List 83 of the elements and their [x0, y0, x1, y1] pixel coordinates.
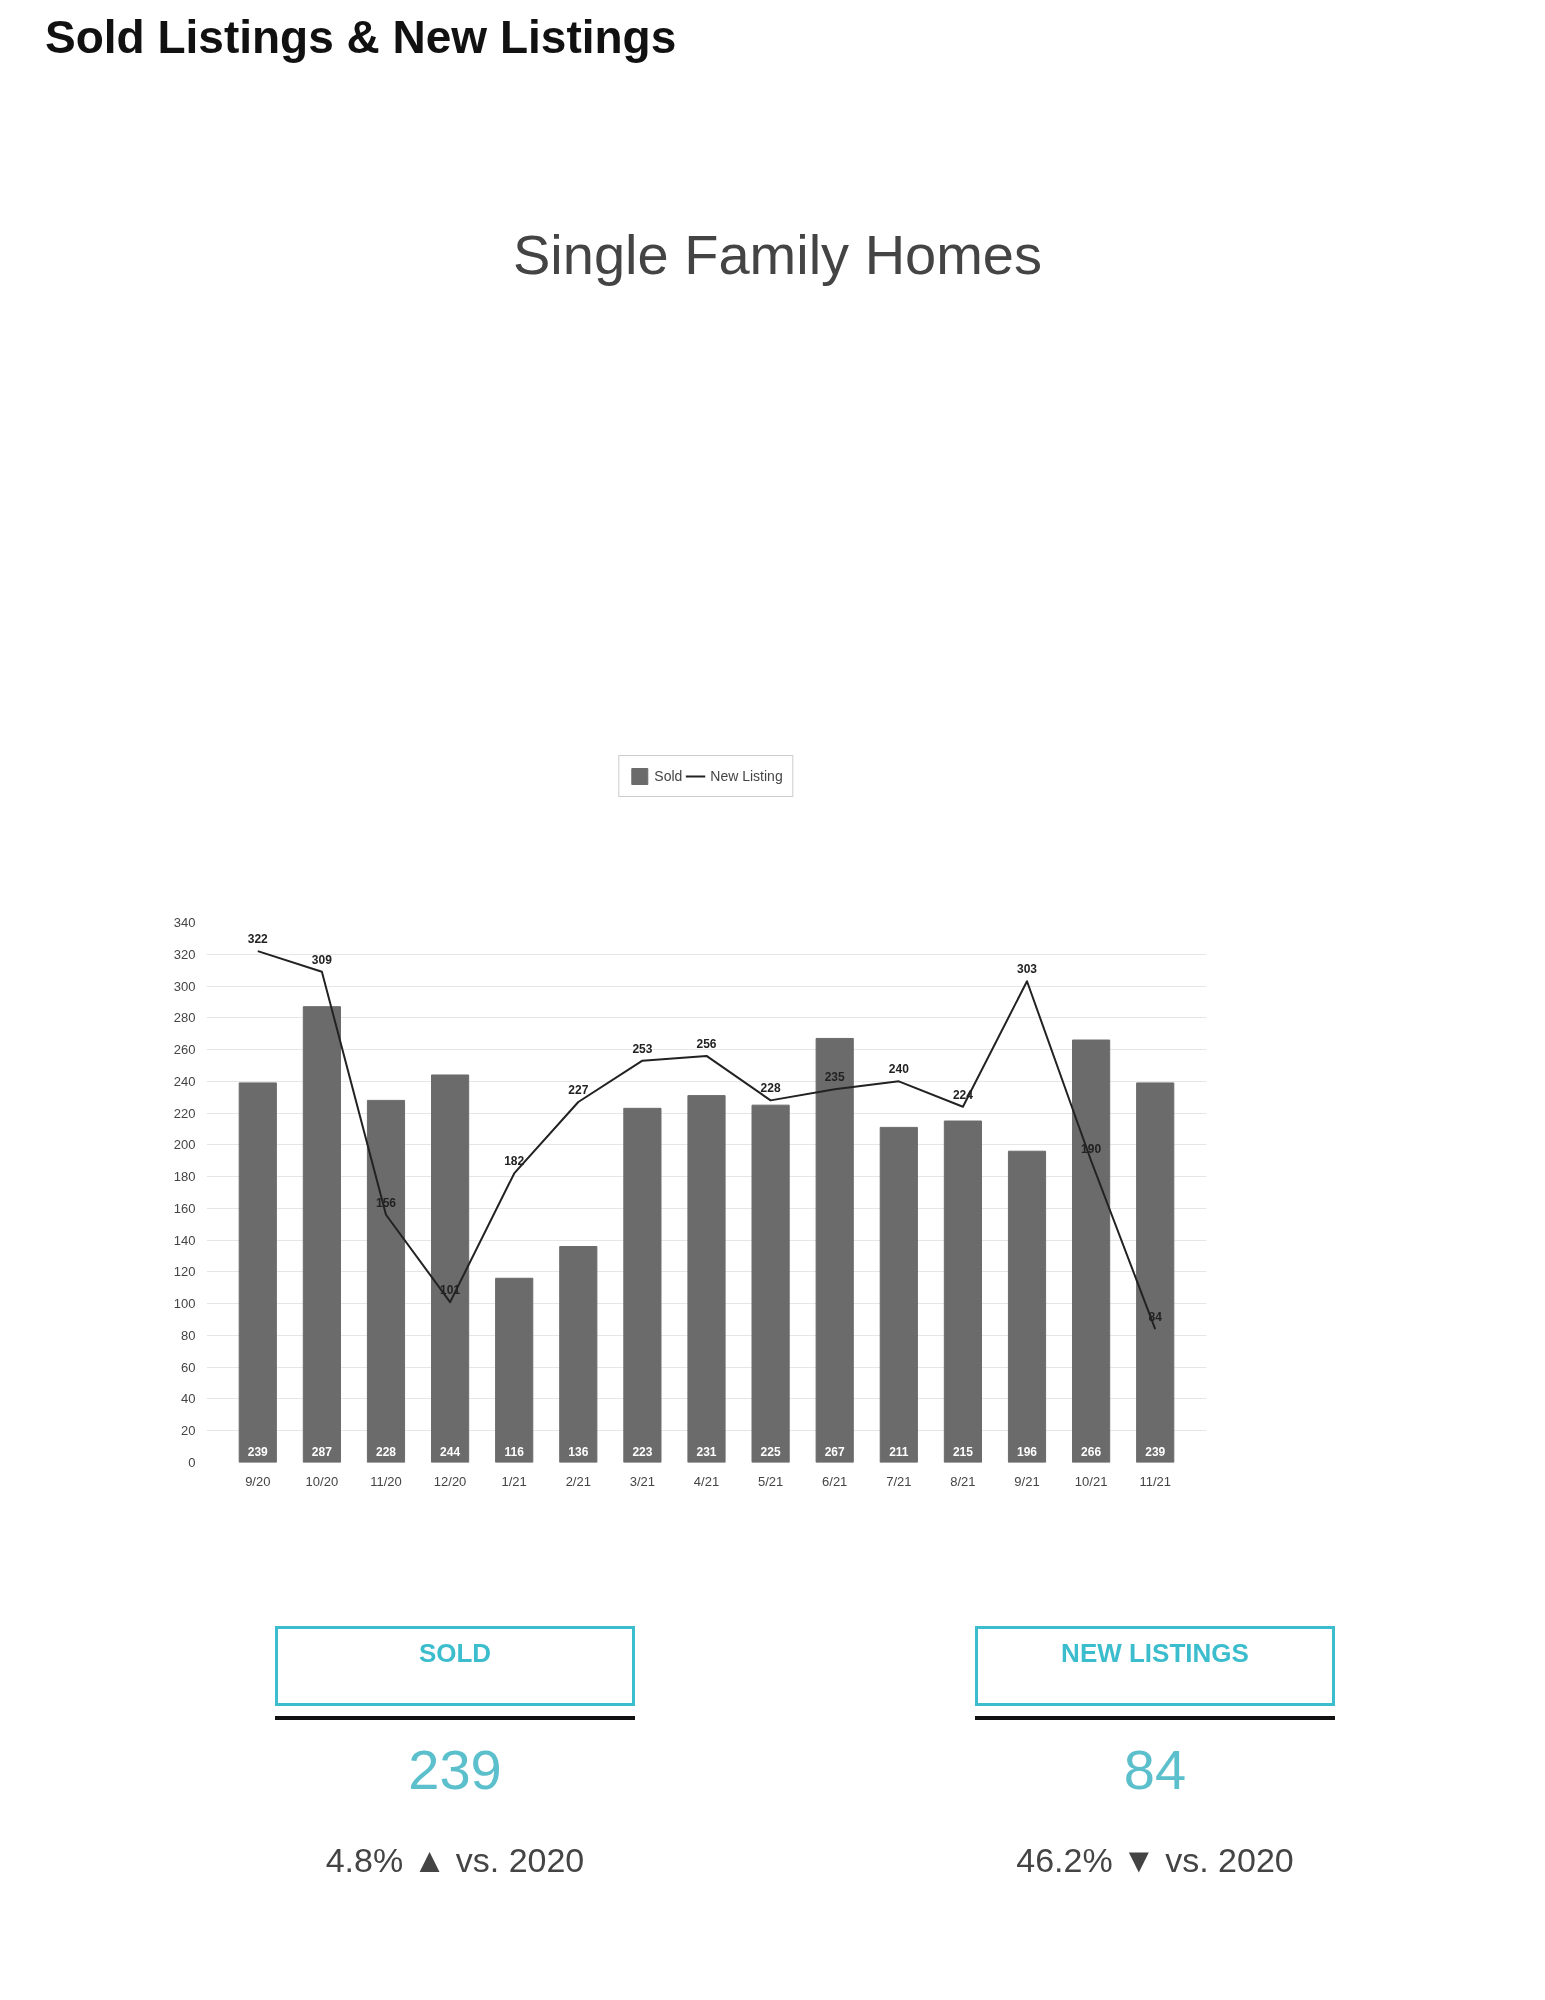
data-label: 225 — [760, 1445, 781, 1460]
bar — [815, 1037, 854, 1463]
x-tick-label: 1/21 — [501, 1473, 527, 1489]
x-tick-label: 11/21 — [1139, 1473, 1172, 1489]
text: 239 — [408, 1737, 502, 1803]
bar — [943, 1120, 982, 1463]
bar — [238, 1082, 277, 1463]
data-label: 228 — [375, 1445, 397, 1460]
y-tick-label: 280 — [173, 1010, 196, 1026]
data-label: 215 — [952, 1445, 974, 1460]
text: 46.2% ▼ vs. 2020 — [1016, 1840, 1294, 1881]
data-label: 253 — [632, 1041, 653, 1056]
bar — [623, 1107, 662, 1463]
y-tick-label: 160 — [173, 1200, 196, 1216]
data-label: 116 — [504, 1445, 525, 1460]
text: NEW LISTINGS — [1061, 1637, 1249, 1670]
chart-subtitle: Single Family Homes — [512, 222, 1043, 288]
text: 4.8% ▲ vs. 2020 — [325, 1840, 585, 1881]
x-tick-label: 10/21 — [1074, 1473, 1108, 1489]
data-label: 267 — [824, 1445, 846, 1460]
data-label: 266 — [1081, 1445, 1102, 1460]
y-tick-label: 0 — [188, 1455, 196, 1470]
bar — [879, 1126, 918, 1463]
data-label: 309 — [311, 952, 333, 967]
text: SOLD — [418, 1637, 492, 1670]
text: 84 — [1123, 1737, 1187, 1803]
data-label: 223 — [632, 1445, 653, 1460]
y-tick-label: 300 — [173, 978, 196, 994]
data-label: 244 — [440, 1445, 461, 1460]
bar — [559, 1246, 598, 1463]
data-label: 256 — [696, 1036, 717, 1051]
x-tick-label: 3/21 — [629, 1473, 656, 1489]
y-tick-label: 320 — [173, 946, 196, 962]
y-tick-label: 200 — [173, 1137, 196, 1153]
y-tick-label: 260 — [173, 1042, 196, 1058]
bar — [366, 1099, 406, 1463]
y-tick-label: 180 — [173, 1169, 196, 1185]
data-label: 303 — [1017, 962, 1038, 977]
data-label: 235 — [824, 1070, 846, 1085]
x-tick-label: 8/21 — [950, 1473, 976, 1489]
bar — [687, 1095, 726, 1463]
bar — [431, 1074, 470, 1463]
bar — [495, 1277, 534, 1463]
data-label: 227 — [568, 1082, 589, 1097]
bar — [302, 1006, 341, 1463]
legend-label: Sold — [654, 768, 683, 784]
x-tick-label: 5/21 — [757, 1473, 784, 1489]
bar — [1007, 1150, 1047, 1463]
legend-label: New Listing — [710, 768, 783, 784]
y-tick-label: 220 — [173, 1105, 196, 1121]
bar — [1072, 1039, 1111, 1463]
data-label: 240 — [888, 1062, 910, 1077]
bar — [1136, 1082, 1175, 1463]
data-label: 196 — [1017, 1445, 1038, 1460]
y-tick-label: 20 — [181, 1423, 196, 1439]
x-tick-label: 9/21 — [1014, 1473, 1040, 1489]
data-label: 239 — [247, 1445, 269, 1460]
data-label: 231 — [696, 1445, 717, 1460]
x-tick-label: 10/20 — [305, 1473, 339, 1489]
data-label: 322 — [247, 932, 269, 947]
y-tick-label: 60 — [181, 1359, 196, 1375]
x-tick-label: 2/21 — [565, 1473, 591, 1489]
y-tick-label: 240 — [173, 1073, 196, 1089]
x-tick-label: 11/20 — [370, 1473, 402, 1489]
y-tick-label: 120 — [173, 1264, 196, 1280]
data-label: 228 — [760, 1081, 781, 1096]
data-label: 211 — [889, 1445, 909, 1460]
data-label: 287 — [311, 1445, 333, 1460]
data-label: 239 — [1145, 1445, 1166, 1460]
y-tick-label: 140 — [173, 1232, 196, 1248]
data-label: 182 — [504, 1154, 525, 1169]
y-tick-label: 40 — [181, 1391, 196, 1407]
y-tick-label: 100 — [173, 1296, 196, 1312]
x-tick-label: 12/20 — [433, 1473, 467, 1489]
x-tick-label: 9/20 — [245, 1473, 271, 1489]
x-tick-label: 4/21 — [693, 1473, 720, 1489]
chart-title: Sold Listings & New Listings — [45, 10, 677, 65]
x-tick-label: 6/21 — [822, 1473, 848, 1489]
bar — [751, 1104, 790, 1463]
x-tick-label: 7/21 — [886, 1473, 912, 1489]
y-tick-label: 340 — [173, 915, 196, 930]
data-label: 136 — [568, 1445, 589, 1460]
y-tick-label: 80 — [181, 1327, 196, 1343]
